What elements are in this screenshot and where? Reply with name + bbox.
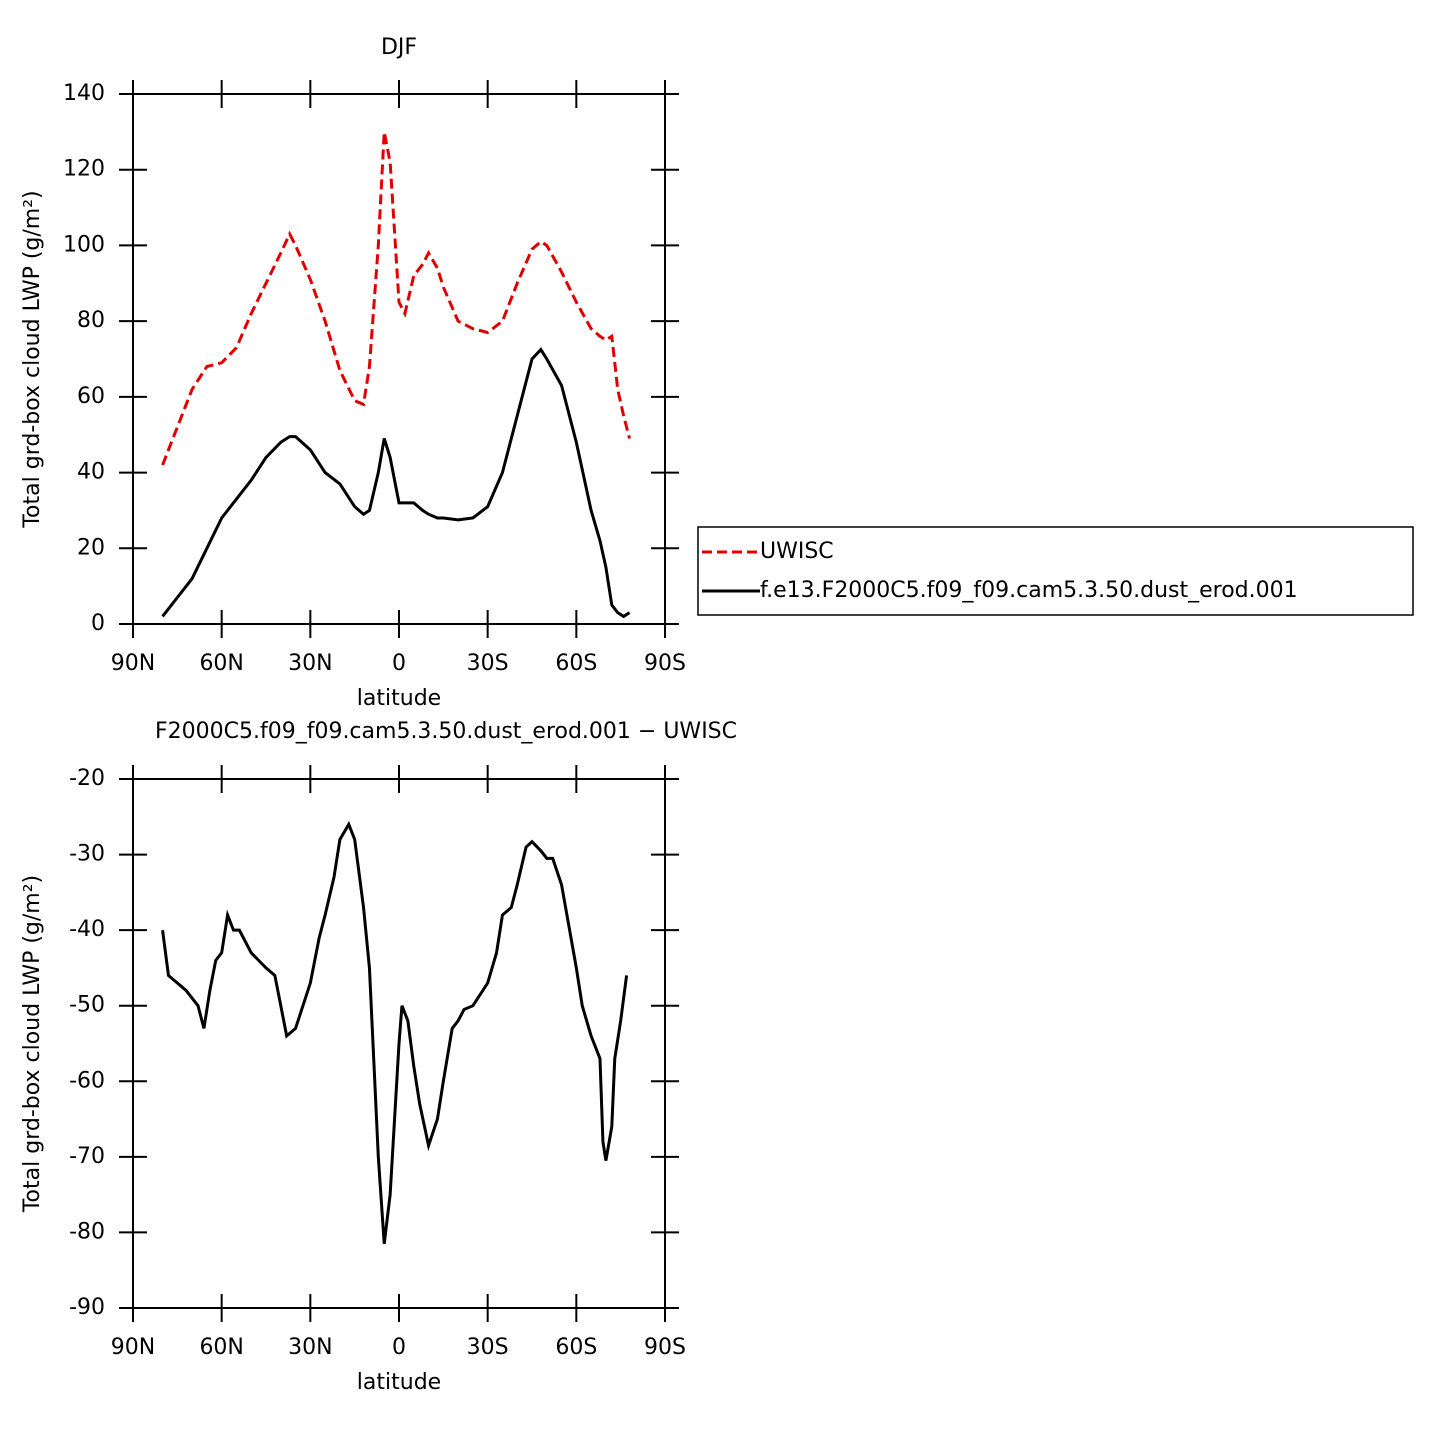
y-tick-label: -90 [69, 1295, 105, 1320]
legend-label: f.e13.F2000C5.f09_f09.cam5.3.50.dust_ero… [760, 578, 1298, 603]
chart-title: F2000C5.f09_f09.cam5.3.50.dust_erod.001 … [155, 719, 737, 744]
plot-frame [132, 778, 666, 1309]
x-tick-label: 60S [555, 651, 597, 676]
data-line [161, 131, 631, 466]
y-tick-label: 0 [91, 611, 105, 636]
y-tick-label: -80 [69, 1219, 105, 1244]
x-tick-label: 0 [392, 651, 406, 676]
x-tick-label: 90N [111, 651, 155, 676]
y-tick-label: -50 [69, 993, 105, 1018]
y-tick-label: -70 [69, 1144, 105, 1169]
y-tick-label: -30 [69, 842, 105, 867]
y-axis-label: Total grd-box cloud LWP (g/m²) [20, 875, 45, 1213]
x-tick-label: 30N [288, 651, 332, 676]
y-tick-label: 20 [77, 535, 105, 560]
y-tick-label: 120 [63, 157, 105, 182]
x-tick-label: 60N [199, 651, 243, 676]
y-tick-label: -20 [69, 766, 105, 791]
y-tick-label: 140 [63, 81, 105, 106]
data-line [161, 347, 631, 619]
y-tick-label: 80 [77, 308, 105, 333]
y-tick-label: -60 [69, 1068, 105, 1093]
x-axis-label: latitude [357, 1370, 441, 1395]
x-tick-label: 90N [111, 1335, 155, 1360]
x-tick-label: 90S [644, 651, 686, 676]
y-tick-label: -40 [69, 917, 105, 942]
x-tick-label: 30N [288, 1335, 332, 1360]
y-tick-label: 100 [63, 232, 105, 257]
legend-label: UWISC [760, 539, 834, 564]
x-tick-label: 60S [555, 1335, 597, 1360]
y-axis-label: Total grd-box cloud LWP (g/m²) [20, 190, 45, 528]
x-tick-label: 0 [392, 1335, 406, 1360]
legend-box [697, 526, 1414, 616]
x-tick-label: 30S [467, 1335, 509, 1360]
x-tick-label: 30S [467, 651, 509, 676]
y-tick-label: 60 [77, 384, 105, 409]
x-tick-label: 60N [199, 1335, 243, 1360]
y-tick-label: 40 [77, 460, 105, 485]
plot-frame [132, 93, 666, 625]
x-axis-label: latitude [357, 686, 441, 711]
data-line [161, 820, 629, 1244]
x-tick-label: 90S [644, 1335, 686, 1360]
chart-title: DJF [381, 35, 417, 60]
